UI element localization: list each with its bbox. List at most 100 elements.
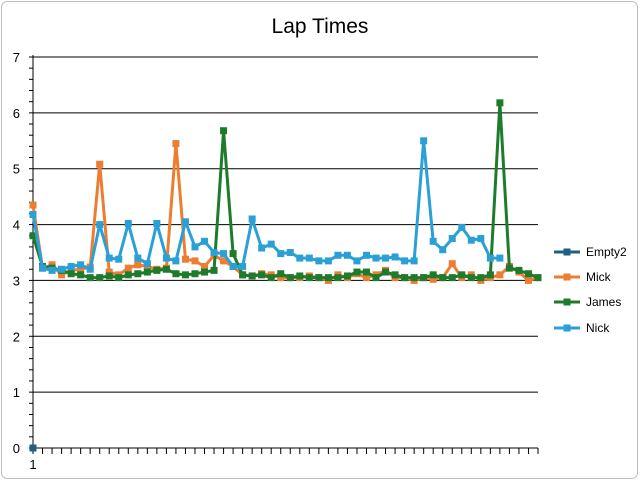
data-point (96, 274, 104, 282)
legend-label: James (586, 295, 621, 309)
data-point (39, 264, 47, 272)
data-point (58, 271, 66, 279)
chart-title: Lap Times (272, 15, 369, 38)
data-point (496, 99, 504, 107)
legend: Empty2 Mick James Nick (554, 245, 627, 335)
data-point (239, 271, 247, 279)
data-point (143, 260, 151, 268)
data-point (124, 219, 132, 227)
data-point (420, 137, 428, 145)
data-point (448, 260, 456, 268)
data-point (267, 274, 275, 282)
data-point (248, 272, 256, 280)
data-point (67, 262, 75, 270)
data-point (410, 257, 418, 265)
data-point (162, 254, 170, 262)
data-point (429, 275, 437, 283)
data-point (248, 215, 256, 223)
data-point (353, 268, 361, 276)
data-point (229, 250, 237, 258)
data-point (153, 266, 161, 274)
data-point (258, 271, 266, 279)
data-point (372, 274, 380, 282)
data-point (315, 257, 323, 265)
y-tick-label: 2 (13, 329, 20, 344)
data-point (172, 140, 180, 148)
data-point (305, 254, 313, 262)
data-point (86, 274, 94, 282)
data-point (134, 270, 142, 278)
data-point (334, 251, 342, 259)
data-point (162, 265, 170, 273)
data-point (105, 254, 113, 262)
data-point (382, 254, 390, 262)
y-tick-label: 3 (13, 273, 20, 288)
data-point (86, 265, 94, 273)
data-point (134, 254, 142, 262)
y-axis-tick-labels: 0 1 2 3 4 5 6 7 (13, 50, 20, 456)
data-point (77, 261, 85, 269)
data-point (429, 271, 437, 279)
data-point (486, 254, 494, 262)
data-point (324, 257, 332, 265)
data-point (429, 237, 437, 245)
data-point (334, 274, 342, 282)
data-point (353, 257, 361, 265)
data-point (96, 160, 104, 168)
data-point (115, 274, 123, 282)
data-point (391, 253, 399, 261)
data-point (267, 240, 275, 248)
data-point (277, 250, 285, 258)
data-point (220, 127, 228, 135)
data-point (124, 271, 132, 279)
y-tick-label: 5 (13, 162, 20, 177)
data-point (77, 265, 85, 273)
data-point (477, 274, 485, 282)
data-point (296, 254, 304, 262)
data-point (458, 271, 466, 279)
y-tick-label: 4 (13, 218, 20, 233)
data-point (191, 257, 199, 265)
data-point (524, 276, 532, 284)
legend-marker (563, 248, 571, 256)
data-point (420, 274, 428, 282)
data-point (210, 249, 218, 256)
data-point (277, 270, 285, 278)
data-point (96, 221, 104, 229)
data-point (143, 268, 151, 276)
data-point (362, 274, 370, 282)
series-lines (29, 99, 542, 452)
data-point (496, 254, 504, 262)
data-point (305, 274, 313, 282)
data-point (505, 264, 513, 272)
legend-label: Mick (586, 270, 612, 284)
data-point (201, 268, 209, 276)
series-james (29, 99, 542, 282)
legend-label: Empty2 (586, 245, 627, 259)
data-point (439, 246, 447, 254)
data-point (191, 243, 199, 251)
data-point (343, 272, 351, 280)
data-point (286, 249, 294, 256)
data-point (315, 274, 323, 282)
data-point (467, 274, 475, 282)
data-point (391, 271, 399, 279)
legend-label: Nick (586, 321, 610, 335)
data-point (458, 223, 466, 231)
data-point (67, 270, 75, 278)
legend-marker (563, 273, 571, 281)
data-point (477, 235, 485, 243)
data-point (77, 271, 85, 279)
data-point (324, 274, 332, 282)
data-point (48, 266, 56, 274)
data-point (220, 257, 228, 265)
legend-marker (563, 298, 571, 306)
data-point (410, 274, 418, 282)
legend-item-nick: Nick (554, 321, 610, 335)
y-tick-label: 0 (13, 441, 20, 456)
data-point (181, 271, 189, 279)
data-point (115, 255, 123, 263)
gridlines (33, 56, 538, 393)
legend-item-mick: Mick (554, 270, 612, 284)
